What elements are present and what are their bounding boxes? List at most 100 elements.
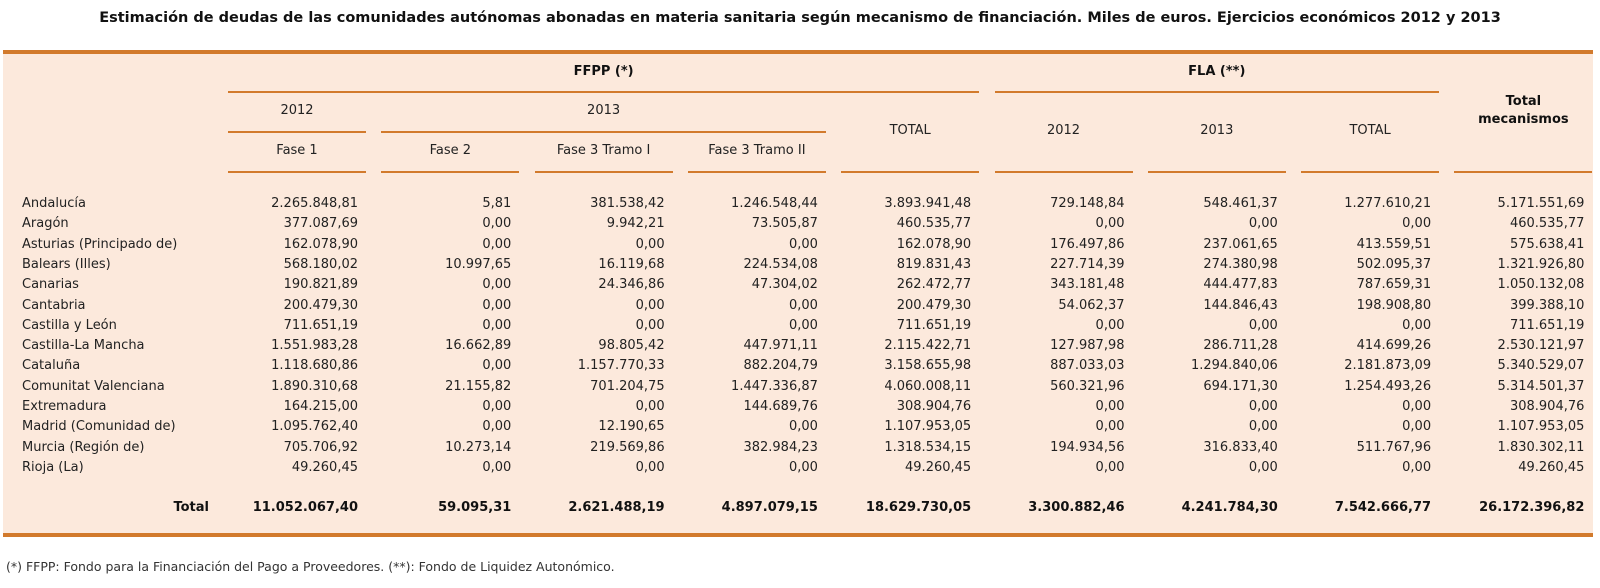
value-cell: 0,00 [1248,459,1278,475]
region-name: Rioja (La) [22,459,84,475]
value-cell: 0,00 [1095,317,1125,333]
total-label: Total [173,500,209,515]
value-cell: 5,81 [482,196,512,211]
value-cell: 0,00 [482,459,512,475]
value-cell: 4.241.784,30 [1181,500,1278,515]
value-cell: 447.971,11 [743,338,818,354]
value-cell: 176.497,86 [1050,236,1125,252]
value-cell: 237.061,65 [1203,236,1278,252]
value-cell: 460.535,77 [1509,216,1585,232]
value-cell: 2.530.121,97 [1497,338,1585,354]
value-cell: 316.833,40 [1203,439,1278,455]
value-cell: 0,00 [788,317,818,333]
value-cell: 5.314.501,37 [1497,378,1585,394]
value-cell: 1.246.548,44 [731,196,818,211]
region-name: Extremadura [22,399,107,414]
value-cell: 0,00 [788,236,818,252]
value-cell: 711.651,19 [283,317,358,333]
group-header-ffpp: FFPP (*) [573,64,634,79]
footnote: (*) FFPP: Fondo para la Financiación del… [6,559,615,574]
region-name: Canarias [22,277,79,293]
value-cell: 5.171.551,69 [1497,196,1585,211]
value-cell: 0,00 [788,419,818,435]
region-name: Cantabria [22,297,86,313]
header-fla-2013: 2013 [1200,123,1234,138]
value-cell: 144.846,43 [1203,297,1278,313]
region-name: Balears (Illes) [22,256,111,272]
value-cell: 0,00 [1248,216,1278,232]
value-cell: 882.204,79 [743,358,818,374]
value-cell: 0,00 [1402,216,1432,232]
value-cell: 308.904,76 [1509,399,1585,414]
value-cell: 3.300.882,46 [1028,500,1125,515]
value-cell: 0,00 [788,459,818,475]
value-cell: 711.651,19 [1509,317,1585,333]
value-cell: 5.340.529,07 [1497,358,1585,374]
value-cell: 2.265.848,81 [271,196,358,211]
value-cell: 2.621.488,19 [568,500,665,515]
value-cell: 1.107.953,05 [884,419,972,435]
value-cell: 7.542.666,77 [1334,500,1432,515]
value-cell: 1.890.310,68 [271,378,358,394]
region-name: Comunitat Valenciana [22,378,165,394]
value-cell: 819.831,43 [896,256,972,272]
region-name: Madrid (Comunidad de) [22,419,176,435]
header-fase-1: Fase 1 [276,143,318,158]
value-cell: 0,00 [482,236,512,252]
header-fase-2: Fase 2 [429,143,472,158]
header-rule [687,171,826,173]
value-cell: 194.934,56 [1050,439,1125,455]
value-cell: 560.321,96 [1050,378,1125,394]
header-rule [1147,171,1286,173]
value-cell: 1.095.762,40 [271,419,358,435]
value-cell: 694.171,30 [1203,378,1278,394]
value-cell: 0,00 [1402,419,1432,435]
header-fase-3-tramo-2: Fase 3 Tramo II [708,143,806,158]
table-title: Estimación de deudas de las comunidades … [99,10,1501,26]
header-rule [1454,171,1593,173]
value-cell: 0,00 [635,236,665,252]
value-cell: 286.711,28 [1203,338,1278,354]
value-cell: 47.304,02 [751,277,818,293]
value-cell: 382.984,23 [743,439,818,455]
header-total-mecanismos: mecanismos [1478,112,1569,127]
header-rule [994,91,1440,93]
value-cell: 0,00 [482,277,512,293]
value-cell: 0,00 [788,297,818,313]
value-cell: 12.190,65 [598,419,665,435]
value-cell: 705.706,92 [283,439,358,455]
value-cell: 21.155,82 [445,378,512,394]
value-cell: 54.062,37 [1058,297,1125,313]
value-cell: 0,00 [1248,399,1278,414]
value-cell: 11.052.067,40 [252,500,358,515]
value-cell: 1.277.610,21 [1344,196,1432,211]
value-cell: 1.157.770,33 [577,358,665,374]
value-cell: 262.472,77 [896,277,972,293]
header-rule [228,171,366,173]
value-cell: 10.997,65 [445,256,512,272]
value-cell: 377.087,69 [283,216,358,232]
value-cell: 511.767,96 [1356,439,1432,455]
value-cell: 548.461,37 [1203,196,1278,211]
value-cell: 49.260,45 [291,459,358,475]
header-rule [534,171,673,173]
value-cell: 1.107.953,05 [1497,419,1585,435]
value-cell: 16.119,68 [598,256,665,272]
value-cell: 0,00 [1248,419,1278,435]
value-cell: 0,00 [482,399,512,414]
value-cell: 162.078,90 [283,236,358,252]
value-cell: 0,00 [482,317,512,333]
header-rule [994,171,1133,173]
header-rule [228,131,366,133]
value-cell: 4.060.008,11 [884,378,972,394]
value-cell: 127.987,98 [1050,338,1125,354]
value-cell: 1.551.983,28 [271,338,358,354]
value-cell: 0,00 [482,297,512,313]
value-cell: 0,00 [1095,216,1125,232]
value-cell: 2.181.873,09 [1344,358,1432,374]
value-cell: 10.273,14 [445,439,512,455]
value-cell: 26.172.396,82 [1479,500,1585,515]
value-cell: 0,00 [1095,399,1125,414]
value-cell: 0,00 [482,419,512,435]
value-cell: 24.346,86 [598,277,665,293]
